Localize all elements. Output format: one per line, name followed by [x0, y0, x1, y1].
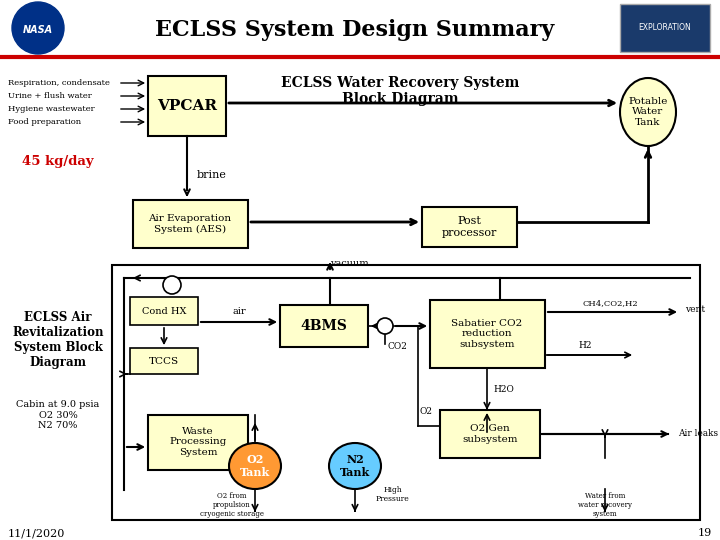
- Text: ECLSS System Design Summary: ECLSS System Design Summary: [156, 19, 554, 41]
- Text: 45 kg/day: 45 kg/day: [22, 156, 94, 168]
- Text: Food preparation: Food preparation: [8, 118, 81, 126]
- Text: N2
Tank: N2 Tank: [340, 454, 370, 478]
- FancyBboxPatch shape: [280, 305, 368, 347]
- Text: 11/1/2020: 11/1/2020: [8, 528, 66, 538]
- Text: EXPLORATION: EXPLORATION: [639, 24, 691, 32]
- Text: vent: vent: [685, 305, 705, 314]
- Text: 4BMS: 4BMS: [300, 319, 348, 333]
- FancyBboxPatch shape: [148, 415, 248, 470]
- Ellipse shape: [329, 443, 381, 489]
- FancyBboxPatch shape: [440, 410, 540, 458]
- Text: CH4,CO2,H2: CH4,CO2,H2: [582, 299, 638, 307]
- FancyBboxPatch shape: [133, 200, 248, 248]
- Text: High
Pressure: High Pressure: [376, 486, 410, 503]
- Text: Potable
Water
Tank: Potable Water Tank: [629, 97, 667, 127]
- Circle shape: [377, 318, 393, 334]
- FancyBboxPatch shape: [430, 300, 545, 368]
- Ellipse shape: [229, 443, 281, 489]
- Text: CO2: CO2: [388, 342, 408, 351]
- Text: Cabin at 9.0 psia
O2 30%
N2 70%: Cabin at 9.0 psia O2 30% N2 70%: [17, 400, 99, 430]
- Text: Air leaks: Air leaks: [678, 429, 718, 438]
- Text: Air Evaporation
System (AES): Air Evaporation System (AES): [148, 214, 232, 234]
- Text: O2 Gen
subsystem: O2 Gen subsystem: [462, 424, 518, 444]
- Text: O2
Tank: O2 Tank: [240, 454, 270, 478]
- Text: Sabatier CO2
reduction
subsystem: Sabatier CO2 reduction subsystem: [451, 319, 523, 349]
- Text: ECLSS Water Recovery System
Block Diagram: ECLSS Water Recovery System Block Diagra…: [281, 76, 519, 106]
- Text: Hygiene wastewater: Hygiene wastewater: [8, 105, 94, 113]
- Circle shape: [12, 2, 64, 54]
- FancyBboxPatch shape: [130, 297, 198, 325]
- Text: TCCS: TCCS: [149, 356, 179, 366]
- FancyBboxPatch shape: [422, 207, 517, 247]
- FancyBboxPatch shape: [148, 76, 226, 136]
- Text: H2: H2: [578, 341, 592, 350]
- Text: O2: O2: [419, 408, 432, 416]
- Text: VPCAR: VPCAR: [157, 99, 217, 113]
- Text: brine: brine: [197, 170, 227, 180]
- Text: Post
processor: Post processor: [441, 216, 497, 238]
- Text: 19: 19: [698, 528, 712, 538]
- FancyBboxPatch shape: [130, 348, 198, 374]
- Text: Waste
Processing
System: Waste Processing System: [169, 427, 227, 457]
- Text: Water from
water recovery
system: Water from water recovery system: [578, 492, 632, 518]
- Text: H2O: H2O: [493, 386, 514, 395]
- Text: ECLSS Air
Revitalization
System Block
Diagram: ECLSS Air Revitalization System Block Di…: [12, 311, 104, 369]
- Text: Cond HX: Cond HX: [142, 307, 186, 315]
- FancyBboxPatch shape: [620, 4, 710, 52]
- Text: Urine + flush water: Urine + flush water: [8, 92, 91, 100]
- FancyBboxPatch shape: [112, 265, 700, 520]
- Text: Respiration, condensate: Respiration, condensate: [8, 79, 110, 87]
- Text: NASA: NASA: [23, 25, 53, 35]
- Text: air: air: [232, 307, 246, 316]
- Circle shape: [163, 276, 181, 294]
- Text: O2 from
propulsion
cryogenic storage: O2 from propulsion cryogenic storage: [200, 492, 264, 518]
- Ellipse shape: [620, 78, 676, 146]
- Text: vacuum: vacuum: [330, 259, 369, 268]
